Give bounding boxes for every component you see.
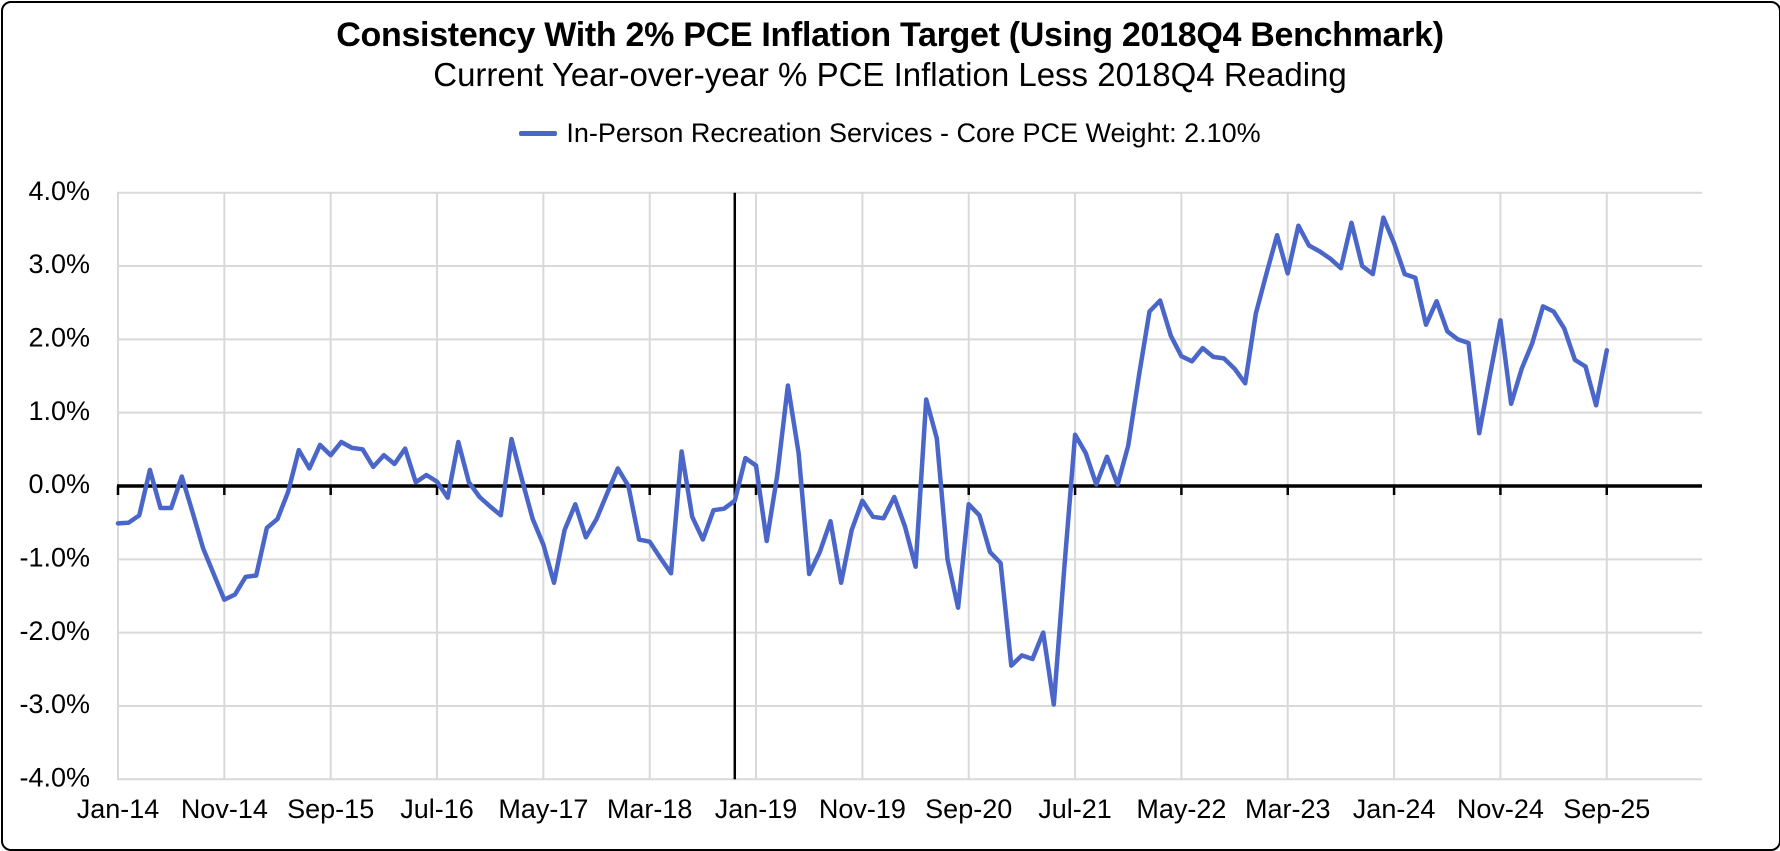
- chart-subtitle: Current Year-over-year % PCE Inflation L…: [433, 56, 1347, 93]
- x-axis-label: Jan-14: [77, 794, 160, 824]
- x-axis-label: Nov-24: [1457, 794, 1544, 824]
- data-series-line: [115, 215, 1610, 707]
- x-axis-label: Jan-24: [1353, 794, 1436, 824]
- y-axis-label: 3.0%: [28, 249, 90, 279]
- x-axis-label: Mar-23: [1245, 794, 1331, 824]
- legend-label: In-Person Recreation Services - Core PCE…: [566, 118, 1261, 148]
- x-axis-label: Sep-20: [925, 794, 1012, 824]
- y-axis-label: -1.0%: [19, 542, 90, 572]
- legend-line-marker: [519, 131, 558, 136]
- y-axis-label: 4.0%: [28, 176, 90, 206]
- chart-title: Consistency With 2% PCE Inflation Target…: [336, 16, 1444, 54]
- y-axis-label: -4.0%: [19, 762, 90, 792]
- x-axis-label: Jan-19: [715, 794, 798, 824]
- x-axis-label: Jul-16: [400, 794, 474, 824]
- x-axis-label: Nov-19: [819, 794, 906, 824]
- y-axis-label: 1.0%: [28, 396, 90, 426]
- x-axis-label: Sep-15: [287, 794, 374, 824]
- x-axis-label: May-17: [498, 794, 588, 824]
- y-axis-label: -3.0%: [19, 689, 90, 719]
- legend: In-Person Recreation Services - Core PCE…: [0, 118, 1780, 149]
- x-axis-label: May-22: [1136, 794, 1226, 824]
- y-axis-label: -2.0%: [19, 616, 90, 646]
- x-axis-label: Nov-14: [181, 794, 268, 824]
- x-axis-label: Mar-18: [607, 794, 693, 824]
- y-axis-label: 2.0%: [28, 322, 90, 352]
- x-axis-label: Sep-25: [1563, 794, 1650, 824]
- x-axis-label: Jul-21: [1038, 794, 1112, 824]
- y-axis-label: 0.0%: [28, 469, 90, 499]
